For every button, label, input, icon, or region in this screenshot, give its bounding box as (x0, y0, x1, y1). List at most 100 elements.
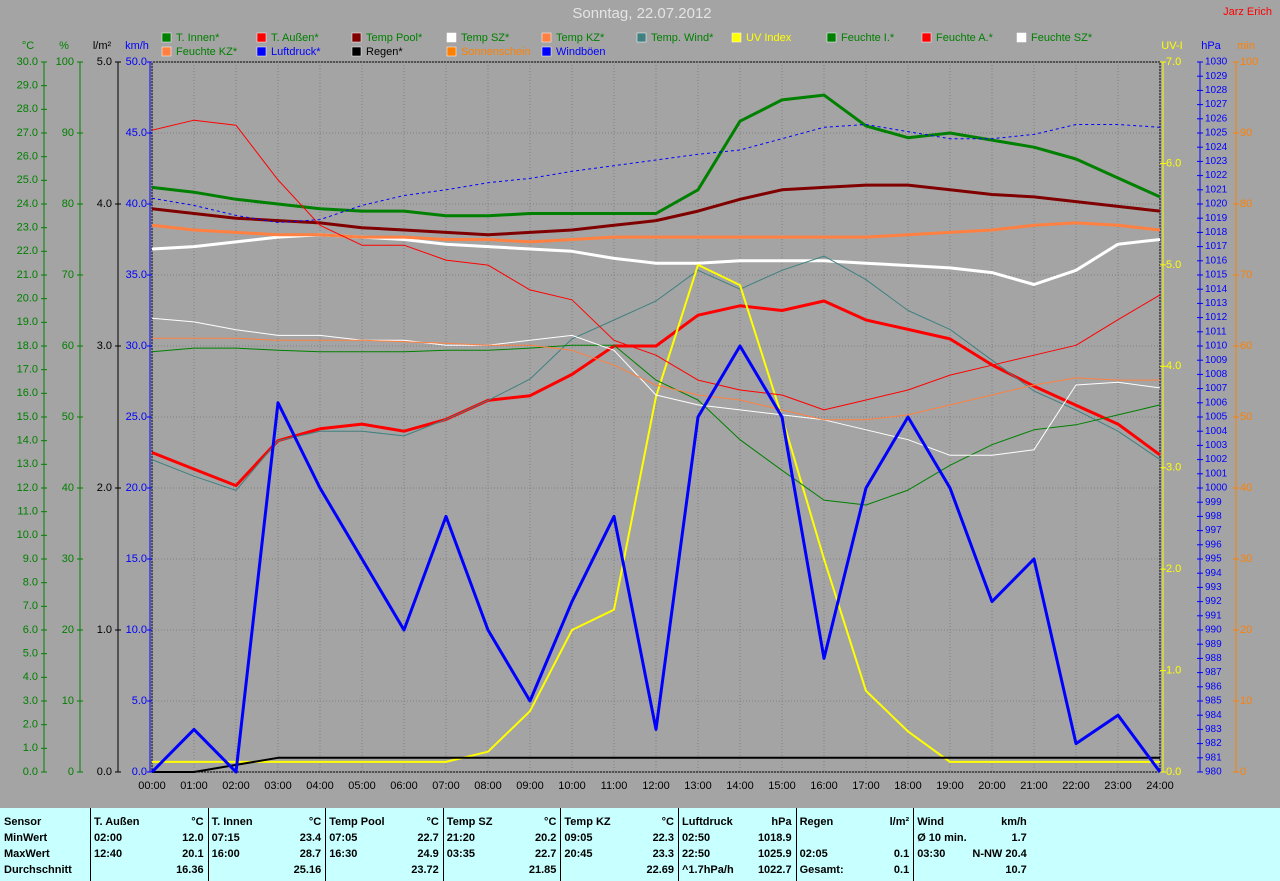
table-cell: 07:15 23.4 (208, 830, 326, 846)
y-tick-label: 90 (62, 127, 74, 139)
y-tick-label: 1015 (1205, 270, 1228, 281)
x-tick-label: 14:00 (726, 780, 754, 792)
cell-text: 22.7 (417, 832, 439, 844)
y-tick-label: 1019 (1205, 213, 1228, 224)
y-tick-label: 1025 (1205, 128, 1228, 139)
x-tick-label: 04:00 (306, 780, 334, 792)
y-tick-label: 30.0 (126, 340, 147, 352)
cell-text: 1.7 (1011, 832, 1027, 844)
y-tick-label: 1023 (1205, 156, 1228, 167)
table-cell: 03:30 N-NW 20.4 (913, 846, 1031, 862)
legend-swatch (256, 32, 267, 43)
cell-text: 1025.9 (757, 848, 792, 860)
chart-title: Sonntag, 22.07.2012 (572, 5, 711, 22)
x-tick-label: 02:00 (222, 780, 250, 792)
y-tick-label: 2.0 (23, 719, 38, 731)
y-tick-label: 1030 (1205, 57, 1228, 68)
legend-swatch (541, 32, 552, 43)
table-cell: 21:20 20.2 (443, 830, 561, 846)
x-tick-label: 22:00 (1062, 780, 1090, 792)
x-tick-label: 23:00 (1104, 780, 1132, 792)
cell-text: 20.1 (182, 848, 204, 860)
y-tick-label: 1007 (1205, 383, 1228, 394)
table-cell: 02:50 1018.9 (678, 830, 796, 846)
y-tick-label: 1002 (1205, 454, 1228, 465)
legend-label: UV Index (746, 32, 792, 44)
y-tick-label: 50 (1240, 411, 1252, 423)
table-cell: 16.36 (90, 862, 208, 878)
y-tick-label: 14.0 (17, 435, 38, 447)
series-line (151, 93, 1161, 218)
legend-swatch (1016, 32, 1027, 43)
column-header: T. Innen °C (208, 814, 326, 830)
y-tick-label: 12.0 (17, 482, 38, 494)
cell-text: Durchschnitt (4, 864, 72, 876)
cell-text: hPa (771, 816, 792, 828)
legend-swatch (446, 32, 457, 43)
y-tick-label: 1012 (1205, 312, 1228, 323)
table-cell: 22.69 (560, 862, 678, 878)
y-tick-label: 15.0 (126, 553, 147, 565)
series-line (151, 221, 1161, 244)
cell-text: 23.4 (299, 832, 322, 844)
column-header: Temp Pool °C (325, 814, 443, 830)
cell-text: 0.1 (893, 864, 910, 876)
y-tick-label: 1005 (1205, 412, 1228, 423)
y-tick-label: 994 (1205, 568, 1222, 579)
cell-text: 23.72 (411, 864, 439, 876)
y-tick-label: 50.0 (126, 56, 147, 68)
column-header: Luftdruck hPa (678, 814, 796, 830)
table-cell: 16:30 24.9 (325, 846, 443, 862)
y-tick-label: 20.0 (17, 293, 38, 305)
y-tick-label: 982 (1205, 738, 1222, 749)
table-cell: 20:45 23.3 (560, 846, 678, 862)
x-tick-label: 13:00 (684, 780, 712, 792)
y-tick-label: 1004 (1205, 426, 1228, 437)
x-tick-label: 00:00 (138, 780, 166, 792)
x-tick-label: 08:00 (474, 780, 502, 792)
x-tick-label: 19:00 (936, 780, 964, 792)
y-tick-label: 100 (1240, 56, 1258, 68)
y-tick-label: 100 (56, 56, 74, 68)
row-header: Sensor (0, 814, 90, 830)
y-tick-label: 996 (1205, 539, 1222, 550)
column-divider (442, 808, 444, 881)
cell-text: 1022.7 (757, 864, 792, 876)
y-tick-label: 10 (1240, 695, 1252, 707)
series-line (151, 124, 1161, 223)
legend-swatch (731, 32, 742, 43)
y-tick-label: 6.0 (1166, 157, 1181, 169)
y-tick-label: 3.0 (1166, 462, 1181, 474)
y-tick-label: 21.0 (17, 269, 38, 281)
y-tick-label: 40 (1240, 482, 1252, 494)
legend-swatch (351, 32, 362, 43)
legend-label: Regen* (366, 46, 403, 58)
table-cell: 12:40 20.1 (90, 846, 208, 862)
y-tick-label: 1.0 (97, 624, 112, 636)
y-tick-label: 25.0 (17, 174, 38, 186)
table-cell: 23.72 (325, 862, 443, 878)
legend-label: Feuchte I.* (841, 32, 895, 44)
y-tick-label: 11.0 (17, 506, 38, 518)
y-tick-label: 0.0 (132, 766, 147, 778)
cell-text: 21:20 (446, 832, 475, 844)
legend-label: Luftdruck* (271, 46, 321, 58)
y-tick-label: 1001 (1205, 468, 1228, 479)
cell-text: 24.9 (417, 848, 439, 860)
series-line (152, 263, 1160, 763)
y-tick-label: 13.0 (17, 458, 38, 470)
cell-text: °C (661, 816, 674, 828)
x-tick-label: 15:00 (768, 780, 796, 792)
series-line (152, 337, 1160, 421)
y-tick-label: 0.0 (1166, 766, 1181, 778)
table-cell: 22:50 1025.9 (678, 846, 796, 862)
series-line (151, 344, 1161, 506)
table-cell: 10.7 (913, 862, 1031, 878)
legend-label: Feuchte KZ* (176, 46, 238, 58)
table-cell: Gesamt: 0.1 (796, 862, 914, 878)
table-cell: 25.16 (208, 862, 326, 878)
y-tick-label: 60 (1240, 340, 1252, 352)
y-tick-label: 23.0 (17, 222, 38, 234)
column-header: T. Außen °C (90, 814, 208, 830)
legend-swatch (446, 46, 457, 57)
